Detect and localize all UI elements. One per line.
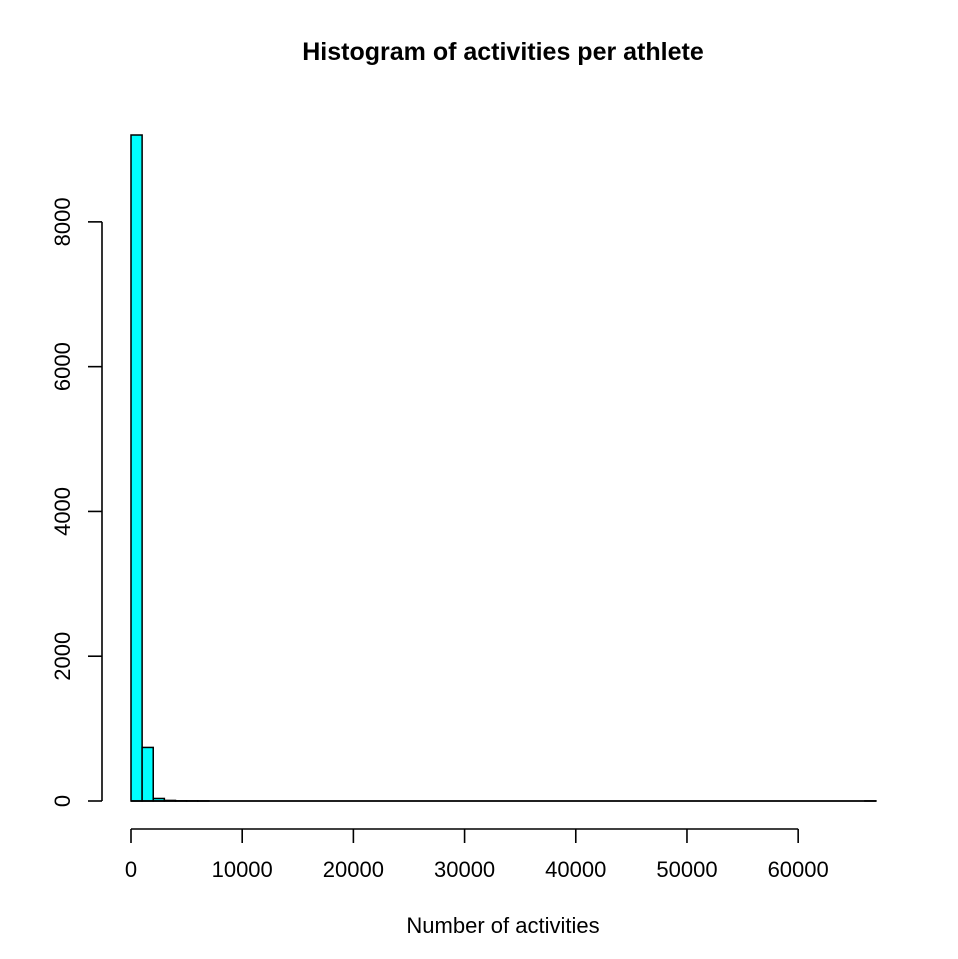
chart-title: Histogram of activities per athlete [302, 38, 704, 66]
histogram-bar-0 [130, 134, 143, 802]
x-tick-label-4: 40000 [545, 857, 606, 882]
x-tick-label-0: 0 [125, 857, 137, 882]
y-tick-label-1: 2000 [50, 632, 75, 681]
x-axis: 0 10000 20000 30000 40000 50000 60000 [125, 828, 829, 882]
y-tick-label-4: 8000 [50, 197, 75, 246]
x-axis-label: Number of activities [406, 913, 599, 938]
x-tick-label-6: 60000 [768, 857, 829, 882]
y-tick-label-2: 4000 [50, 487, 75, 536]
x-tick-label-3: 30000 [434, 857, 495, 882]
y-tick-label-3: 6000 [50, 342, 75, 391]
x-tick-label-1: 10000 [212, 857, 273, 882]
y-axis: 0 2000 4000 6000 8000 [50, 197, 103, 807]
x-tick-label-5: 50000 [656, 857, 717, 882]
y-tick-label-0: 0 [50, 795, 75, 807]
histogram-bars [130, 134, 877, 802]
x-tick-label-2: 20000 [323, 857, 384, 882]
histogram-bar-1 [141, 746, 154, 802]
